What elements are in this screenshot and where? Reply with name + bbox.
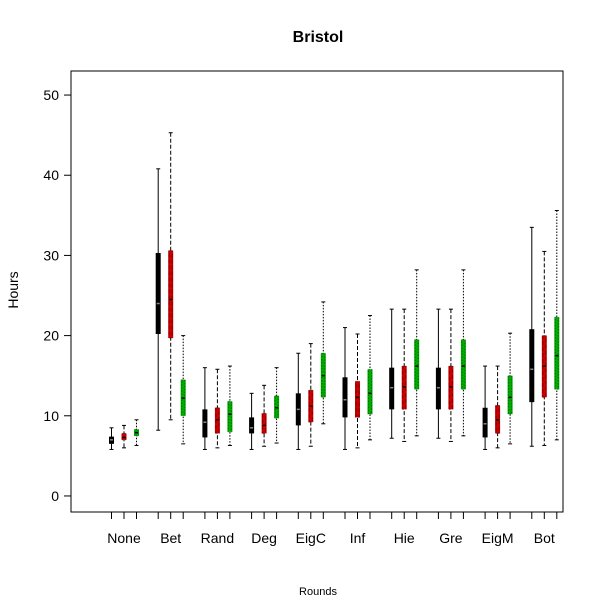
box-6-2 xyxy=(414,269,420,437)
box-texture-8-2 xyxy=(508,375,513,415)
box-texture-0-1 xyxy=(122,432,126,441)
box-4-2 xyxy=(320,301,326,425)
box-body-5-1 xyxy=(355,381,360,418)
box-body-1-1 xyxy=(168,250,174,339)
box-5-1 xyxy=(355,333,360,449)
box-body-9-2 xyxy=(554,317,560,390)
box-body-9-0 xyxy=(529,329,535,403)
x-category-label-8: EigM xyxy=(482,530,514,546)
box-texture-7-1 xyxy=(448,365,453,410)
x-category-label-0: None xyxy=(107,530,141,546)
y-tick-label-4: 40 xyxy=(43,167,59,183)
box-1-2 xyxy=(180,335,186,445)
box-8-2 xyxy=(507,332,513,445)
y-tick-label-1: 10 xyxy=(43,408,59,424)
box-7-1 xyxy=(448,308,454,442)
box-texture-6-2 xyxy=(414,339,419,390)
y-tick-label-3: 30 xyxy=(43,247,59,263)
box-body-2-2 xyxy=(227,401,233,432)
box-texture-1-1 xyxy=(168,250,173,339)
box-body-7-0 xyxy=(435,367,441,410)
box-body-3-1 xyxy=(261,413,267,434)
x-axis-label: Rounds xyxy=(299,586,337,598)
box-2-0 xyxy=(202,367,208,450)
box-1-0 xyxy=(155,168,161,431)
box-9-0 xyxy=(529,226,535,447)
box-body-7-2 xyxy=(460,339,466,390)
y-axis-label: Hours xyxy=(5,271,21,308)
box-6-0 xyxy=(389,308,395,439)
x-axis: None Bet Rand Deg EigC Inf Hie Gre EigM Bot xyxy=(107,512,558,546)
box-texture-3-1 xyxy=(262,412,267,434)
y-tick-label-0: 0 xyxy=(51,488,59,504)
box-texture-7-2 xyxy=(461,339,466,390)
box-texture-3-2 xyxy=(274,395,279,419)
box-0-0 xyxy=(109,427,114,450)
box-body-2-1 xyxy=(214,407,220,434)
x-category-label-9: Bot xyxy=(534,530,555,546)
x-category-label-2: Rand xyxy=(201,530,234,546)
box-8-1 xyxy=(495,365,501,449)
box-texture-9-2 xyxy=(554,316,559,390)
box-4-0 xyxy=(295,352,301,450)
x-category-label-1: Bet xyxy=(160,530,181,546)
box-body-8-0 xyxy=(482,407,488,438)
box-8-0 xyxy=(482,365,488,450)
box-9-2 xyxy=(554,210,560,441)
box-3-0 xyxy=(249,392,255,450)
box-5-0 xyxy=(342,327,348,450)
box-texture-6-1 xyxy=(402,365,407,410)
chart-title: Bristol xyxy=(293,29,344,46)
x-category-label-6: Hie xyxy=(394,530,415,546)
box-body-3-0 xyxy=(249,417,255,434)
y-tick-label-2: 20 xyxy=(43,328,59,344)
box-body-1-0 xyxy=(155,253,161,334)
x-category-label-7: Gre xyxy=(439,530,463,546)
box-texture-5-1 xyxy=(355,380,360,418)
box-body-7-1 xyxy=(448,366,454,410)
box-texture-2-2 xyxy=(227,400,232,433)
box-body-5-2 xyxy=(367,369,373,415)
box-5-2 xyxy=(367,315,373,441)
x-category-label-4: EigC xyxy=(296,530,326,546)
box-2-1 xyxy=(214,368,220,449)
box-texture-5-2 xyxy=(368,368,372,415)
x-category-label-3: Deg xyxy=(251,530,277,546)
box-6-1 xyxy=(401,308,407,442)
box-0-1 xyxy=(121,424,127,449)
box-body-6-2 xyxy=(414,339,420,390)
y-axis: 0 10 20 30 40 50 xyxy=(43,87,71,504)
box-4-1 xyxy=(308,343,314,447)
box-1-1 xyxy=(168,132,174,421)
box-body-3-2 xyxy=(274,395,280,419)
box-3-2 xyxy=(274,367,280,444)
box-7-2 xyxy=(460,269,466,437)
y-tick-label-5: 50 xyxy=(43,87,59,103)
box-body-8-2 xyxy=(507,375,513,415)
box-body-5-0 xyxy=(342,377,348,418)
plot-frame xyxy=(70,70,564,513)
box-3-1 xyxy=(261,384,267,447)
x-category-label-5: Inf xyxy=(350,530,366,546)
box-body-0-1 xyxy=(121,433,127,440)
box-texture-2-1 xyxy=(215,407,220,434)
box-9-1 xyxy=(541,250,547,446)
box-2-2 xyxy=(227,365,233,446)
box-body-2-0 xyxy=(202,409,208,438)
box-body-6-1 xyxy=(401,366,407,410)
box-series xyxy=(109,132,560,450)
box-7-0 xyxy=(435,308,441,439)
box-0-2 xyxy=(134,419,139,446)
box-body-6-0 xyxy=(389,367,395,410)
